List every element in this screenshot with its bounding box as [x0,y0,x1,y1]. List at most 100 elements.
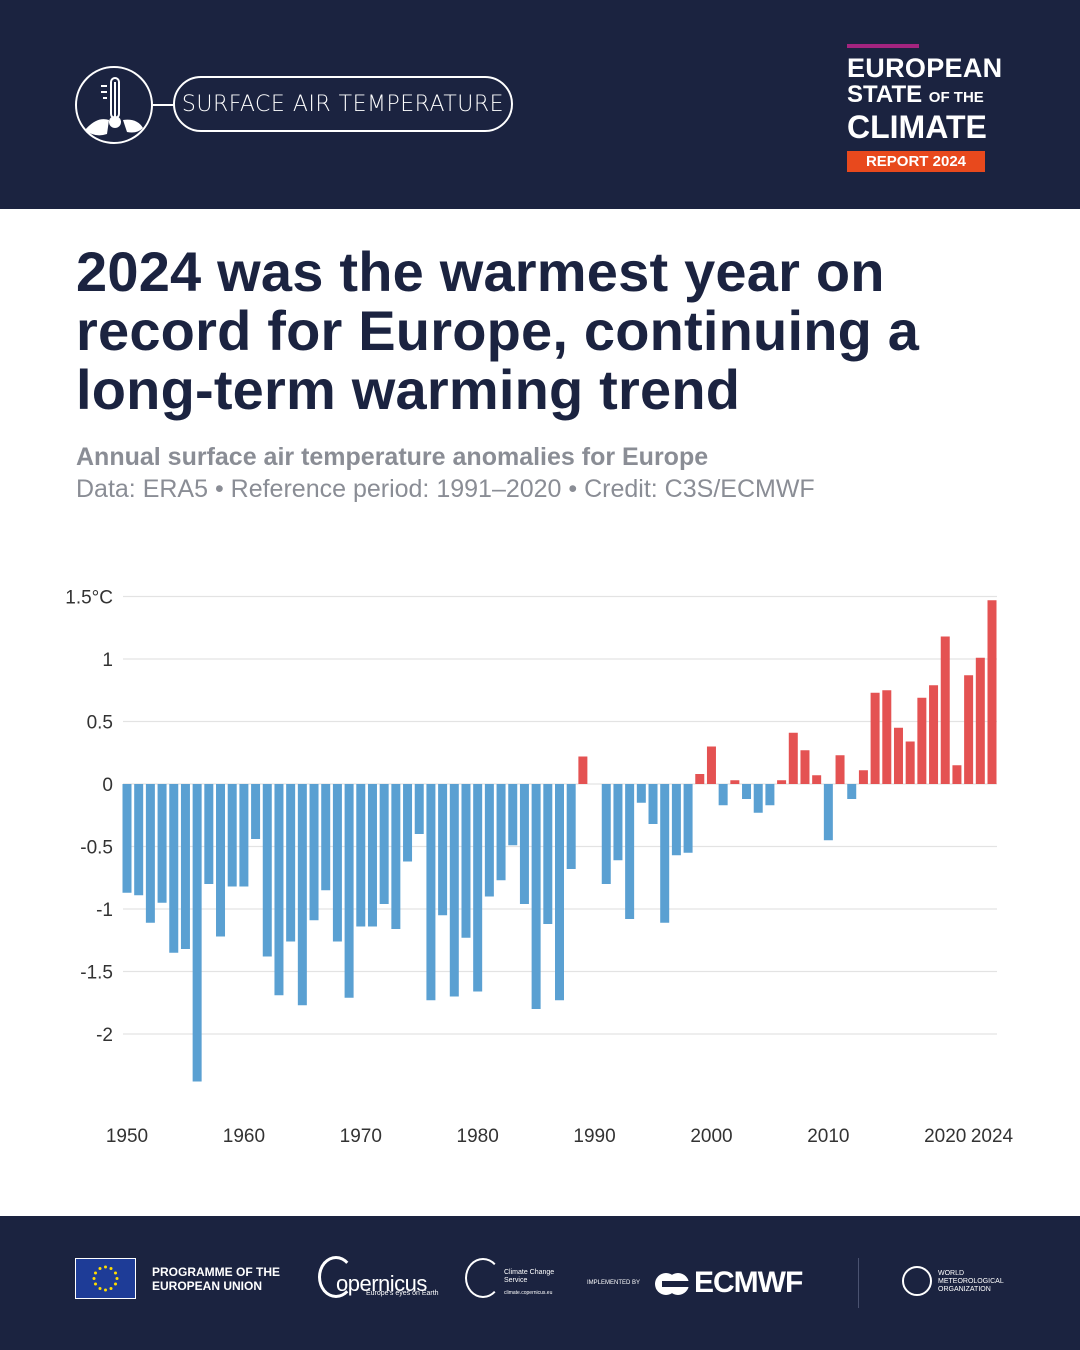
x-tick-label: 2020 [924,1126,966,1147]
bar-1982 [496,784,506,881]
y-tick-label: -1 [96,900,113,921]
bar-2024 [987,600,997,784]
section-label: SURFACE AIR TEMPERATURE [173,76,513,132]
bar-2019 [929,685,939,784]
bar-2017 [905,741,915,784]
wmo-emblem-icon [902,1266,932,1296]
bar-1952 [145,784,155,923]
y-tick-label: 0.5 [87,713,113,734]
c3s-icon [465,1258,501,1298]
c3s-text: Climate Change Service [504,1269,555,1284]
bar-1966 [309,784,319,921]
copernicus-c-icon [318,1256,354,1298]
x-tick-label: 2024 [971,1126,1014,1147]
eu-flag-icon [75,1258,136,1299]
bar-1978 [449,784,459,997]
bar-1956 [192,784,202,1082]
ecmwf-icon [654,1270,690,1298]
bar-1994 [636,784,646,803]
bar-1950 [122,784,132,893]
chart-subtitle: Annual surface air temperature anomalies… [76,443,709,471]
x-tick-label: 1970 [340,1126,382,1147]
bar-2016 [893,727,903,784]
bar-2021 [952,765,962,784]
bar-1976 [426,784,436,1001]
y-tick-label: -2 [96,1025,113,1046]
bar-1975 [414,784,424,834]
bar-2018 [917,697,927,784]
y-tick-label: -0.5 [80,838,113,859]
bar-1999 [695,774,705,784]
footer-divider [858,1258,859,1308]
bar-2004 [753,784,763,813]
bar-2010 [823,784,833,841]
bar-1962 [262,784,272,957]
x-tick-label: 2010 [807,1126,849,1147]
bar-2009 [812,775,822,784]
bar-1960 [239,784,249,887]
bar-1991 [601,784,611,884]
eu-programme-text: PROGRAMME OF THE EUROPEAN UNION [152,1265,280,1293]
report-logo: EUROPEAN STATE OF THE CLIMATE REPORT 202… [847,44,1002,172]
bar-2014 [870,692,880,784]
bar-2012 [847,784,857,799]
wmo-text: WORLD METEOROLOGICAL ORGANIZATION [938,1270,1004,1293]
bar-2007 [788,732,798,784]
copernicus-tagline: Europe's eyes on Earth [366,1290,439,1297]
thermometer-globe-icon [75,66,153,144]
bar-1980 [473,784,483,992]
page-title: 2024 was the warmest year on record for … [76,240,920,421]
y-tick-label: 0 [102,775,113,796]
bar-1973 [391,784,401,929]
report-badge: REPORT 2024 [847,151,985,172]
chart-credit: Data: ERA5 • Reference period: 1991–2020… [76,475,815,503]
bar-1977 [438,784,448,916]
bar-1983 [508,784,518,846]
bar-2008 [800,750,810,784]
bar-1953 [157,784,167,903]
bar-2011 [835,755,845,784]
bar-2015 [882,690,892,784]
logo-line3: CLIMATE [847,109,987,145]
bar-1967 [321,784,331,891]
bar-1992 [613,784,623,861]
bar-1986 [543,784,553,924]
bar-1965 [297,784,307,1006]
bar-1972 [379,784,389,904]
bar-2023 [975,657,985,784]
bar-2006 [777,780,787,784]
x-tick-label: 1960 [223,1126,265,1147]
bar-1989 [578,756,588,784]
bar-1959 [227,784,237,887]
x-tick-label: 1990 [573,1126,615,1147]
bar-1974 [403,784,413,862]
bar-1997 [671,784,681,856]
footer: PROGRAMME OF THE EUROPEAN UNION opernicu… [0,1216,1080,1350]
bar-1963 [274,784,284,996]
bar-2005 [765,784,775,806]
x-tick-label: 1950 [106,1126,148,1147]
bar-1970 [356,784,366,927]
bar-1969 [344,784,354,998]
y-tick-label: -1.5 [80,963,113,984]
bar-2000 [706,746,716,784]
y-tick-label: 1 [102,650,113,671]
bar-1964 [286,784,296,942]
x-tick-label: 2000 [690,1126,732,1147]
bar-1995 [648,784,658,824]
bar-1968 [332,784,342,942]
bar-1955 [180,784,190,949]
bar-1957 [204,784,214,884]
bar-2001 [718,784,728,806]
bar-1996 [660,784,670,923]
implemented-by: IMPLEMENTED BY [587,1280,641,1286]
bar-2020 [940,636,950,784]
bar-1985 [531,784,541,1009]
bar-1988 [566,784,576,869]
bar-1987 [555,784,564,1001]
title-block: 2024 was the warmest year on record for … [76,242,1056,505]
ecmwf-logo: ECMWF [694,1266,803,1299]
c3s-url: climate.copernicus.eu [504,1290,553,1296]
bar-1981 [484,784,494,897]
bar-1951 [134,784,144,896]
